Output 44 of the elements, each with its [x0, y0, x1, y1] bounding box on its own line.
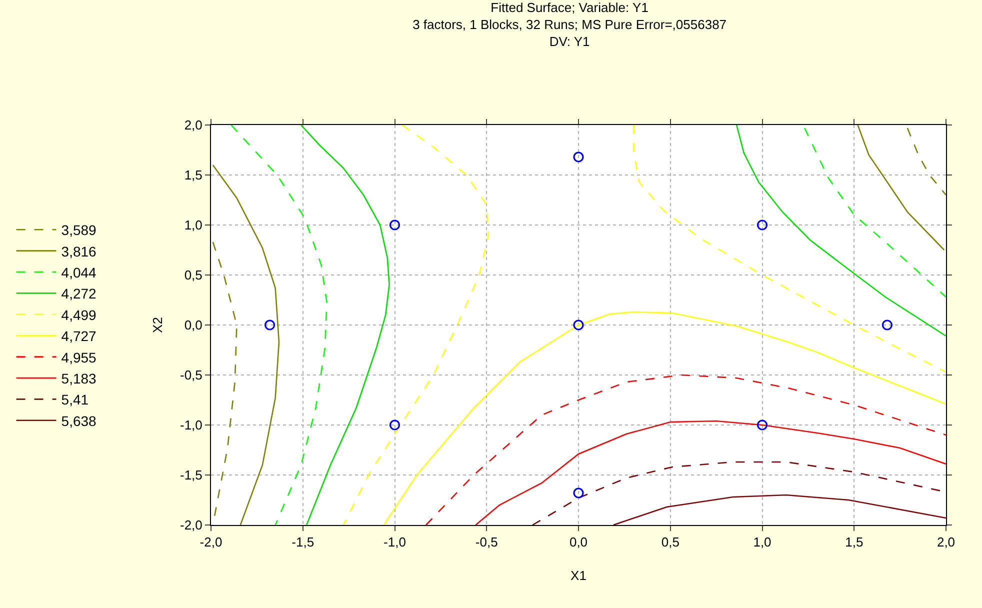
x-tick-label: -1,0 — [384, 534, 406, 550]
point — [756, 220, 768, 230]
legend-label: 4,499 — [61, 306, 97, 323]
legend-label: 4,044 — [61, 264, 97, 280]
line-series — [612, 494, 946, 525]
chart-title: Fitted Surface; Variable: Y1 3 factors, 1 Blocks, 32 Runs; MS Pure Error=,0556387 DV: Y1 — [412, 0, 727, 49]
line-series — [383, 311, 946, 525]
x-tick-label: -2,0 — [200, 534, 222, 550]
legend-label: 5,41 — [61, 392, 89, 408]
point — [882, 320, 892, 330]
x-tick-label: -1,5 — [292, 534, 314, 550]
y-tick-label: -1,0 — [180, 418, 202, 433]
x-tick-label: 0,0 — [569, 534, 588, 550]
x-tick-label: 2,0 — [936, 534, 956, 550]
legend-label: 4,272 — [61, 286, 97, 302]
x-tick-label: 0,5 — [661, 534, 680, 550]
legend-label: 4,955 — [61, 349, 97, 366]
line-series — [474, 420, 946, 525]
line-series — [425, 374, 946, 525]
legend-label: 5,183 — [61, 370, 97, 386]
legend-label: 3,816 — [61, 243, 97, 260]
x-tick-label: 1,0 — [753, 534, 772, 550]
y-tick-label: -2,0 — [180, 518, 202, 533]
y-tick-label: 1,0 — [184, 218, 202, 233]
legend-label: 4,727 — [61, 328, 97, 344]
y-tick-label: -1,5 — [180, 468, 202, 483]
legend-label: 3,589 — [61, 222, 97, 238]
point — [573, 152, 584, 162]
x-axis-title: X1 — [570, 568, 586, 584]
point — [573, 320, 584, 330]
point — [573, 488, 584, 498]
y-tick-label: 2,0 — [184, 118, 202, 133]
legend-label: 5,638 — [61, 412, 97, 429]
x-tick-label: -0,5 — [475, 534, 498, 550]
x-tick-label: 1,5 — [845, 534, 864, 550]
y-axis-title: X2 — [150, 317, 165, 333]
point — [389, 420, 400, 430]
y-tick-label: 0,5 — [184, 268, 202, 283]
y-tick-label: 1,5 — [184, 168, 202, 183]
y-tick-label: -0,5 — [180, 368, 202, 383]
y-tick-label: 0,0 — [184, 318, 202, 333]
point — [389, 220, 400, 230]
point — [756, 420, 768, 430]
point — [264, 320, 276, 330]
